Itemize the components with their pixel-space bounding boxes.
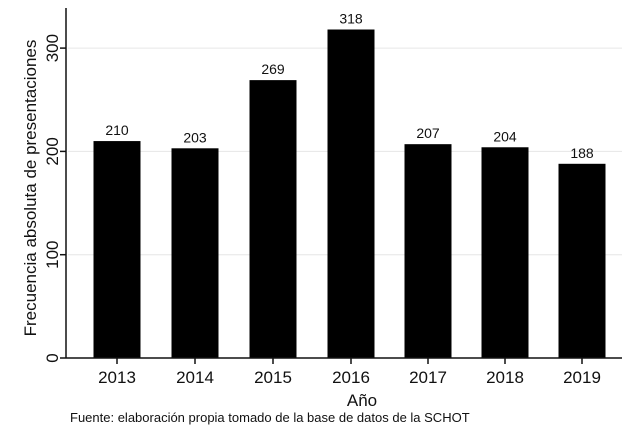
bar-2018 xyxy=(481,147,529,358)
bar-2014 xyxy=(171,148,219,358)
bar-layer xyxy=(93,29,606,359)
x-tick-label-2017: 2017 xyxy=(409,368,447,387)
axis-layer: 0 100 200 300 2013 2014 2015 2016 2017 2018 2019 xyxy=(43,8,622,387)
x-tick-label-2013: 2013 xyxy=(98,368,136,387)
data-label-2015: 269 xyxy=(261,61,285,77)
y-axis-title: Frecuencia absoluta de presentaciones xyxy=(21,40,40,337)
x-tick-label-2016: 2016 xyxy=(332,368,370,387)
x-tick-label-2014: 2014 xyxy=(176,368,214,387)
source-note: Fuente: elaboración propia tomado de la … xyxy=(70,410,470,425)
x-axis-title: Año xyxy=(347,391,377,410)
y-tick-label-0: 0 xyxy=(43,353,62,362)
bar-2016 xyxy=(327,29,375,358)
bar-2019 xyxy=(558,163,606,358)
data-label-2017: 207 xyxy=(416,125,440,141)
data-label-2014: 203 xyxy=(183,129,207,145)
data-label-2016: 318 xyxy=(339,11,363,27)
bar-2017 xyxy=(404,144,452,358)
data-label-2019: 188 xyxy=(570,145,594,161)
data-label-2018: 204 xyxy=(493,128,517,144)
y-tick-label-200: 200 xyxy=(43,137,62,165)
x-tick-label-2019: 2019 xyxy=(563,368,601,387)
y-tick-label-300: 300 xyxy=(43,34,62,62)
y-tick-label-100: 100 xyxy=(43,241,62,269)
x-tick-label-2018: 2018 xyxy=(486,368,524,387)
bar-2013 xyxy=(93,141,141,358)
x-tick-label-2015: 2015 xyxy=(254,368,292,387)
label-layer: 210 203 269 318 207 204 188 xyxy=(105,11,594,161)
bar-2015 xyxy=(249,80,297,359)
data-label-2013: 210 xyxy=(105,122,129,138)
